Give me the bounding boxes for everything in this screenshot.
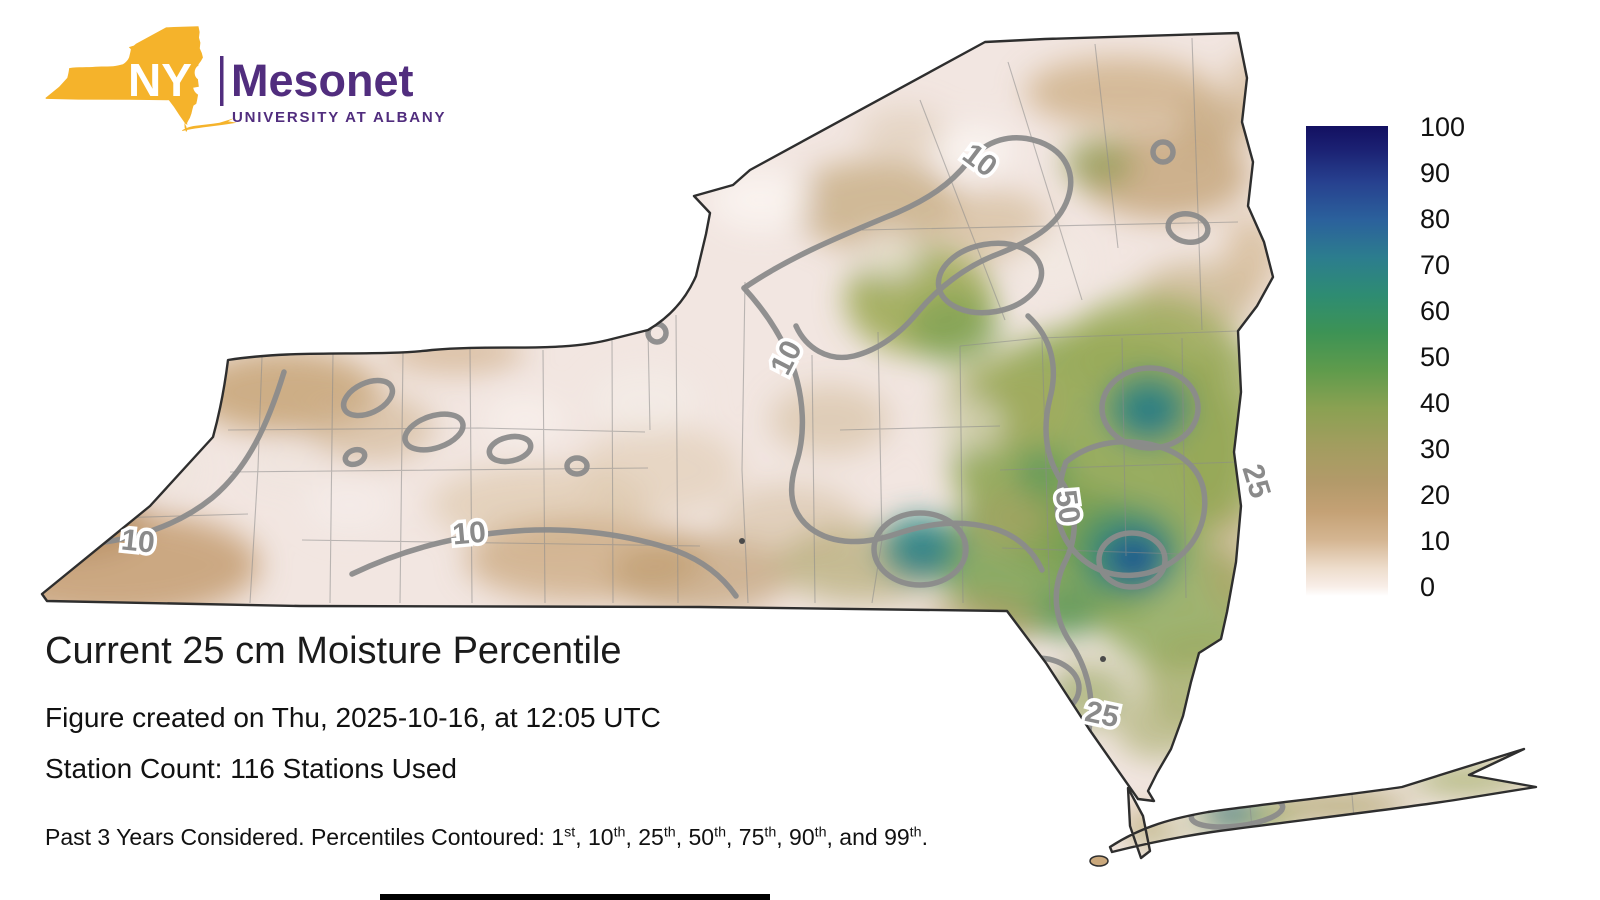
footnote-percentile: 99th. (884, 824, 928, 850)
colorbar-tick: 60 (1420, 296, 1450, 326)
colorbar-tick: 80 (1420, 204, 1450, 234)
figure-created-line: Figure created on Thu, 2025-10-16, at 12… (45, 702, 661, 733)
logo-divider (220, 56, 224, 106)
footnote-percentile: 25th, (638, 824, 689, 850)
bottom-edge-artifact (380, 894, 770, 900)
colorbar-tick: 30 (1420, 434, 1450, 464)
footnote-percentile: 50th, (688, 824, 739, 850)
logo-acronym: NYS (128, 54, 223, 106)
nys-mesonet-logo: NYS Mesonet UNIVERSITY AT ALBANY (45, 26, 446, 132)
logo-subtitle: UNIVERSITY AT ALBANY (232, 109, 446, 126)
staten-island (1089, 855, 1109, 867)
footnote-percentile: 75th, (738, 824, 790, 850)
contour-label: 50 (1049, 488, 1086, 526)
station-marker (1100, 656, 1106, 662)
colorbar-tick: 50 (1420, 342, 1450, 372)
county-boundaries (44, 37, 1355, 829)
colorbar-tick: 90 (1420, 158, 1450, 188)
figure-title: Current 25 cm Moisture Percentile (45, 630, 622, 672)
station-count-line: Station Count: 116 Stations Used (45, 753, 457, 784)
footnote-percentile: 90th, and (789, 824, 885, 850)
colorbar-ticks: 100 90 80 70 60 50 40 30 20 10 0 (1420, 112, 1465, 602)
colorbar-tick: 100 (1420, 112, 1465, 142)
colorbar-tick: 0 (1420, 572, 1435, 602)
colorbar-tick: 40 (1420, 388, 1450, 418)
colorbar-tick: 10 (1420, 526, 1450, 556)
contour-label: 10 (451, 516, 487, 552)
footnote-percentile: 1st, (551, 824, 588, 850)
logo-name: Mesonet (231, 55, 414, 106)
station-marker (739, 538, 745, 544)
colorbar: 100 90 80 70 60 50 40 30 20 10 0 (1306, 112, 1465, 602)
contour-label: 25 (1235, 460, 1276, 502)
colorbar-tick: 70 (1420, 250, 1450, 280)
footnote-lead: Past 3 Years Considered. Percentiles Con… (45, 824, 552, 850)
contour-label: 25 (1082, 695, 1122, 734)
footnote-percentile: 10th, (587, 824, 639, 850)
colorbar-tick: 20 (1420, 480, 1450, 510)
colorbar-gradient (1306, 126, 1388, 596)
contour-label: 10 (120, 523, 157, 559)
footnote: Past 3 Years Considered. Percentiles Con… (45, 824, 928, 851)
